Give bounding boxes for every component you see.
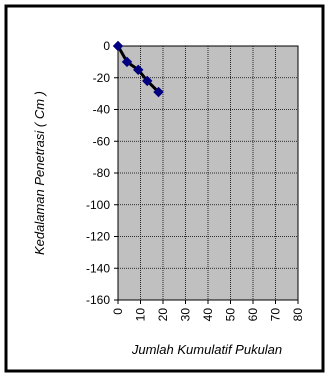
y-tick-label: -60 bbox=[93, 134, 111, 148]
x-tick-label: 80 bbox=[291, 308, 305, 322]
data-series bbox=[112, 40, 164, 98]
x-axis-label: Jumlah Kumulatif Pukulan bbox=[131, 342, 282, 357]
y-tick-label: -20 bbox=[93, 71, 111, 85]
data-point-marker bbox=[142, 75, 153, 87]
x-tick-label: 10 bbox=[134, 308, 148, 322]
data-point-marker bbox=[133, 64, 144, 76]
y-tick-label: -40 bbox=[93, 103, 111, 117]
y-axis-label: Kedalaman Penetrasi ( Cm ) bbox=[32, 91, 47, 255]
data-point-marker bbox=[112, 40, 124, 52]
x-axis-tick-labels: 0 10 20 30 40 50 60 70 80 bbox=[111, 300, 305, 321]
y-axis-tick-labels: 0 -20 -40 -60 -80 -100 -120 -140 -160 bbox=[86, 39, 118, 307]
y-tick-label: -160 bbox=[86, 293, 110, 307]
data-point-marker bbox=[121, 56, 133, 68]
x-tick-label: 30 bbox=[179, 308, 193, 322]
x-tick-label: 70 bbox=[269, 308, 283, 322]
y-tick-label: -80 bbox=[93, 166, 111, 180]
y-tick-label: -140 bbox=[86, 261, 110, 275]
x-tick-label: 40 bbox=[201, 308, 215, 322]
y-tick-label: -120 bbox=[86, 230, 110, 244]
x-tick-label: 20 bbox=[156, 308, 170, 322]
x-tick-label: 60 bbox=[246, 308, 260, 322]
x-tick-label: 50 bbox=[224, 308, 238, 322]
y-tick-label: 0 bbox=[103, 39, 110, 53]
data-point-marker bbox=[153, 86, 164, 98]
x-tick-label: 0 bbox=[111, 308, 125, 315]
y-tick-label: -100 bbox=[86, 198, 110, 212]
